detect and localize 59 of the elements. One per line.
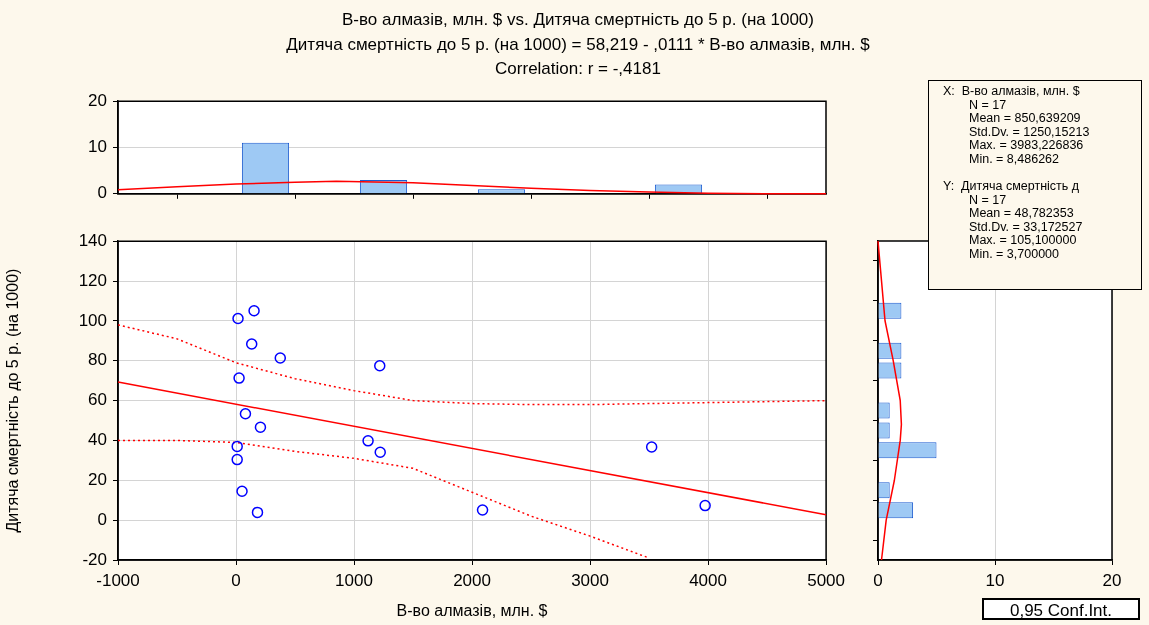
x-tick-label: 0 <box>873 570 883 590</box>
text: N = 17 <box>969 192 1007 207</box>
point <box>699 499 711 512</box>
line-series <box>117 439 650 559</box>
point <box>231 440 243 453</box>
text: X: В-во алмазів, млн. $ <box>943 84 1081 99</box>
y-tick-label: 10 <box>88 137 107 157</box>
point <box>231 453 243 466</box>
chart-subtitle: Дитяча смертність до 5 р. (на 1000) = 58,219 - ,0111 * В-во алмазів, млн. $ <box>285 33 871 56</box>
point <box>476 504 489 516</box>
point <box>374 446 386 458</box>
text: Mean = 850,639209 <box>968 111 1082 126</box>
point <box>236 485 248 498</box>
y-tick-label: 0 <box>97 183 107 203</box>
y-tick-label: -20 <box>82 549 107 569</box>
point <box>374 359 386 372</box>
text: Min. = 8,486262 <box>968 151 1060 166</box>
x-tick-label: 3000 <box>571 570 609 590</box>
point <box>245 338 258 350</box>
y-tick-label: 80 <box>88 350 107 370</box>
point <box>362 435 374 447</box>
text: Max. = 3983,226836 <box>968 138 1085 153</box>
y-tick-label: 0 <box>97 509 107 529</box>
point <box>248 304 260 317</box>
point <box>232 312 244 325</box>
point <box>233 372 245 384</box>
x-tick-label: 5000 <box>807 570 845 590</box>
text: 0,95 Conf.Int. <box>982 598 1140 620</box>
x-tick-label: 10 <box>985 570 1005 590</box>
point <box>254 421 267 434</box>
x-tick-label: 20 <box>1102 570 1122 590</box>
y-tick-label: 20 <box>88 469 107 489</box>
point <box>251 506 264 519</box>
x-axis-title: В-во алмазів, млн. $ <box>396 601 548 619</box>
y-tick-label: 120 <box>78 270 107 290</box>
y-tick-label: 100 <box>78 310 107 330</box>
text: N = 17 <box>968 97 1008 112</box>
x-tick-label: -1000 <box>96 570 140 590</box>
line-series <box>117 324 827 406</box>
text: Y: Дитяча смертність д <box>943 179 1081 194</box>
chart-title: В-во алмазів, млн. $ vs. Дитяча смертність до 5 р. (на 1000) <box>341 9 815 31</box>
point <box>645 441 658 453</box>
y-axis-title: Дитяча смертність до 5 р. (на 1000) <box>4 268 22 533</box>
x-tick-label: 4000 <box>689 570 727 590</box>
x-tick-label: 1000 <box>335 570 373 590</box>
text: Std.Dv. = 1250,15213 <box>968 124 1091 139</box>
x-tick-label: 0 <box>231 570 241 590</box>
text: Correlation: r = -,4181 <box>494 58 662 80</box>
y-tick-label: 60 <box>88 390 107 410</box>
annotation: Max. = 105,100000 <box>968 233 1078 248</box>
x-tick-label: 2000 <box>453 570 491 590</box>
point <box>274 352 287 364</box>
y-tick-label: 20 <box>88 90 107 110</box>
y-tick-label: 140 <box>78 230 107 250</box>
text: Std.Dv. = 33,172527 <box>968 219 1084 234</box>
annotation: Min. = 3,700000 <box>968 246 1060 261</box>
y-tick-label: 40 <box>88 430 107 450</box>
text: Mean = 48,782353 <box>968 206 1075 221</box>
point <box>239 408 252 420</box>
